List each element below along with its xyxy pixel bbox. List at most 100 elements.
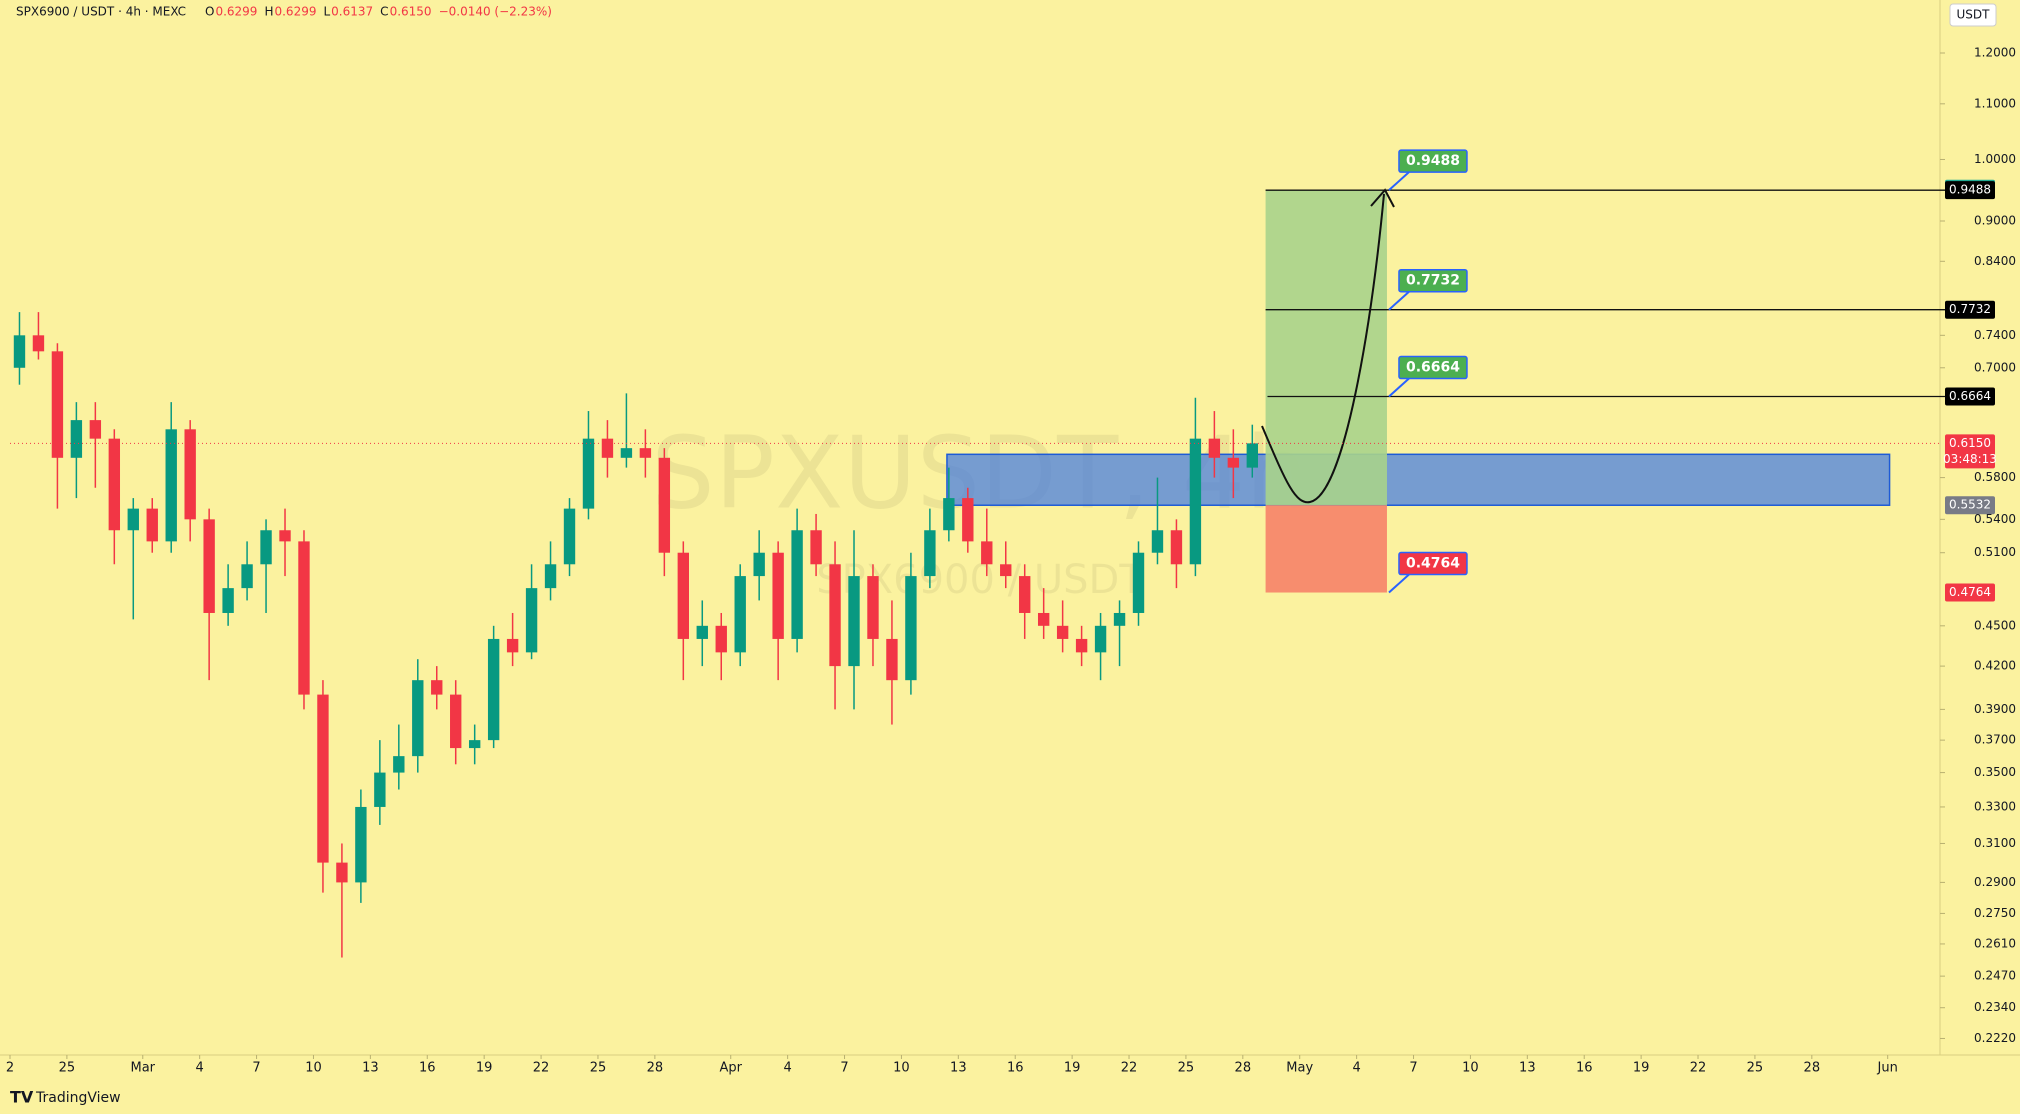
y-tick-label: 0.5800 — [1974, 470, 2016, 484]
candle-body — [563, 508, 576, 565]
axis-badge-label: 0.5532 — [1949, 498, 1991, 512]
y-tick-label: 0.3700 — [1974, 733, 2016, 747]
zone — [946, 453, 1891, 506]
header-h: 0.6299 — [274, 5, 316, 19]
currency[interactable]: USDT — [1957, 8, 1991, 22]
x-tick-label: 19 — [1064, 1061, 1081, 1076]
axis-badge-label: 0.6664 — [1949, 389, 1991, 403]
callout-box — [1398, 551, 1468, 576]
candle-body — [431, 680, 443, 695]
y-tick-label: 1.0000 — [1974, 152, 2016, 166]
y-tick-label: 0.3300 — [1974, 799, 2016, 813]
x-tick-label: 13 — [362, 1061, 379, 1076]
y-tick-label: 0.3900 — [1974, 702, 2016, 716]
candle-body — [677, 552, 690, 639]
header-o: 0.6299 — [215, 5, 257, 19]
y-tick-label: 0.2340 — [1974, 1000, 2016, 1014]
x-tick-label: 25 — [1747, 1061, 1764, 1076]
x-tick-label: 4 — [1352, 1061, 1360, 1076]
candle-body — [791, 530, 803, 639]
header-l: 0.6137 — [331, 5, 373, 19]
y-tick-label: 0.5400 — [1974, 512, 2016, 526]
header-l-label: L — [323, 5, 330, 19]
x-tick-label: May — [1286, 1061, 1313, 1076]
candle-body — [393, 756, 405, 773]
candle-body — [696, 625, 708, 639]
candle-body — [772, 552, 784, 639]
candle-body — [981, 541, 993, 565]
callout-label: 0.4764 — [1406, 556, 1460, 572]
callout-label: 0.7732 — [1406, 273, 1460, 289]
y-tick-label: 0.4500 — [1974, 618, 2016, 632]
x-tick-label: 10 — [893, 1061, 910, 1076]
header-c-label: C — [380, 5, 388, 19]
profit-area — [1265, 190, 1387, 506]
candle-body — [1151, 530, 1164, 553]
loss-area — [1265, 505, 1387, 593]
y-tick-label: 0.2220 — [1974, 1031, 2016, 1045]
y-tick-label: 0.7400 — [1974, 328, 2016, 342]
x-tick-label: Mar — [131, 1061, 156, 1076]
candle-body — [1189, 438, 1202, 565]
candle-body — [146, 508, 158, 542]
y-tick-label: 0.5100 — [1974, 545, 2016, 559]
candle-body — [203, 519, 215, 613]
currency-box[interactable] — [1949, 3, 1997, 27]
x-tick-label: Apr — [719, 1061, 742, 1076]
y-tick-label: 0.2750 — [1974, 906, 2016, 920]
candle-body — [601, 438, 614, 458]
y-tick-label: 1.1000 — [1974, 96, 2016, 110]
candle-body — [355, 806, 367, 883]
candle-body — [658, 457, 671, 553]
header-h-label: H — [264, 5, 273, 19]
x-tick-label: 13 — [1519, 1061, 1536, 1076]
x-tick-label: 25 — [590, 1061, 607, 1076]
watermark-subtitle: SPX6900 / USDT — [816, 557, 1144, 603]
candle-body — [1000, 564, 1012, 577]
callout-pointer — [1388, 573, 1410, 594]
candle-body — [13, 335, 26, 368]
x-tick-label: 7 — [1409, 1061, 1417, 1076]
x-tick-label: 7 — [252, 1061, 260, 1076]
x-tick-label: 28 — [1804, 1061, 1821, 1076]
last-price-badge — [1945, 434, 1995, 469]
candle-body — [525, 588, 538, 653]
candle-body — [184, 429, 196, 520]
candle-body — [336, 862, 348, 883]
header-change: −0.0140 (−2.23%) — [439, 5, 552, 19]
candle-body — [241, 564, 253, 589]
arrow-head — [1370, 188, 1395, 208]
x-tick-label: 10 — [305, 1061, 322, 1076]
brand-logo: TV — [10, 1088, 34, 1107]
callout-pointer — [1388, 171, 1410, 191]
y-tick-label: 0.3500 — [1974, 765, 2016, 779]
candle-body — [1019, 576, 1031, 613]
brand: TradingView — [35, 1090, 121, 1106]
axis-badge-label: 0.7732 — [1949, 302, 1991, 316]
y-tick-label: 0.9000 — [1974, 214, 2016, 228]
x-tick-label: 4 — [783, 1061, 791, 1076]
x-tick-label: 22 — [1121, 1061, 1138, 1076]
axis-badge — [1945, 387, 1995, 406]
y-tick-label: 0.7000 — [1974, 360, 2016, 374]
x-tick-label: 22 — [533, 1061, 550, 1076]
x-tick-label: 19 — [476, 1061, 493, 1076]
countdown: 03:48:13 — [1943, 452, 1997, 466]
axis-badge — [1945, 181, 1995, 200]
symbol: SPX6900 / USDT · 4h · MEXC — [16, 5, 186, 19]
callout-label: 0.9488 — [1406, 153, 1460, 169]
candle-body — [260, 530, 272, 565]
candle-body — [639, 448, 652, 458]
header-c: 0.6150 — [390, 5, 432, 19]
x-tick-label: Jun — [1877, 1061, 1898, 1076]
header-o-label: O — [205, 5, 214, 19]
candle-body — [753, 552, 765, 577]
callout-pointer — [1388, 377, 1410, 398]
candle-body — [32, 335, 45, 352]
x-tick-label: 2 — [6, 1061, 14, 1076]
y-tick-label: 0.4200 — [1974, 659, 2016, 673]
candle-body — [165, 429, 177, 542]
candle-body — [506, 638, 519, 653]
